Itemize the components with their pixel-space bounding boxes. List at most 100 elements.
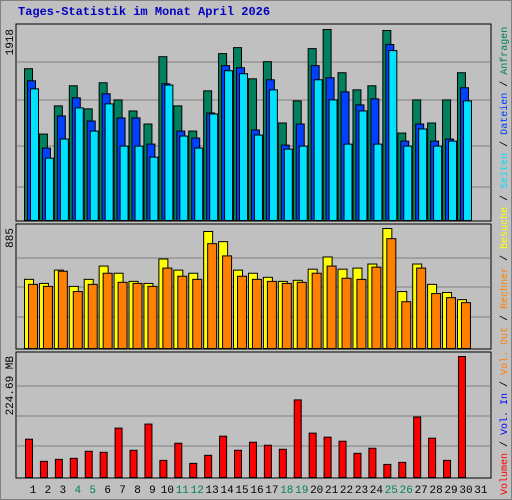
- legend-entry: Vol. Out: [499, 327, 511, 375]
- bar: [248, 441, 257, 479]
- bar: [147, 285, 158, 350]
- x-tick-label: 27: [415, 485, 428, 497]
- bar: [386, 238, 397, 349]
- bar: [179, 135, 189, 221]
- legend-entry: Anfragen: [499, 27, 511, 75]
- x-tick-label: 11: [176, 485, 190, 497]
- bar: [323, 436, 332, 479]
- legend-entry: Rechner: [499, 267, 511, 309]
- bar: [403, 145, 413, 221]
- legend-separator: /: [499, 435, 511, 453]
- bar: [119, 145, 129, 221]
- bar: [129, 449, 138, 478]
- bar: [428, 437, 437, 478]
- bar: [57, 270, 68, 349]
- bar: [42, 285, 53, 350]
- bar: [416, 267, 427, 350]
- bar: [251, 278, 262, 349]
- bar: [278, 448, 287, 478]
- x-tick-label: 25: [385, 485, 398, 497]
- bar: [293, 399, 302, 478]
- x-tick-label: 17: [265, 485, 278, 497]
- x-tick-label: 14: [220, 485, 234, 497]
- x-tick-label: 1: [30, 485, 37, 497]
- bar: [84, 450, 93, 478]
- bar: [328, 99, 338, 221]
- legend-separator: /: [499, 75, 511, 93]
- bar: [209, 113, 219, 221]
- bar: [373, 143, 383, 221]
- x-tick-label: 18: [280, 485, 293, 497]
- bar: [114, 427, 123, 478]
- bar: [222, 255, 233, 349]
- bar: [237, 275, 248, 350]
- x-tick-label: 7: [119, 485, 126, 497]
- bar: [25, 438, 33, 478]
- bar: [268, 89, 278, 221]
- legend-entry: Vol. In: [499, 393, 511, 435]
- y-tick-label: 1918: [5, 29, 17, 55]
- legend-separator: /: [499, 189, 511, 207]
- bar: [30, 88, 39, 221]
- legend-entry: Dateien: [499, 93, 511, 135]
- x-tick-label: 23: [355, 485, 368, 497]
- bar: [239, 73, 249, 221]
- x-tick-label: 22: [340, 485, 353, 497]
- x-tick-label: 24: [370, 485, 384, 497]
- bar: [164, 84, 174, 221]
- bar: [28, 283, 38, 349]
- x-tick-label: 21: [325, 485, 339, 497]
- x-tick-label: 8: [134, 485, 141, 497]
- legend-entry: Volumen: [499, 453, 511, 495]
- x-tick-label: 13: [206, 485, 219, 497]
- bar: [69, 457, 78, 479]
- bar: [174, 442, 183, 479]
- bar: [371, 266, 382, 350]
- bar: [54, 458, 63, 479]
- bar: [368, 447, 377, 479]
- x-tick-label: 12: [191, 485, 204, 497]
- bar: [132, 282, 143, 349]
- bar: [398, 461, 407, 478]
- bar: [192, 278, 203, 349]
- bar: [383, 463, 392, 479]
- bar: [443, 459, 452, 478]
- bar: [266, 280, 277, 349]
- bar: [353, 452, 362, 479]
- bar: [194, 147, 204, 221]
- chart-title: Tages-Statistik im Monat April 2026: [18, 5, 270, 19]
- legend-entry: Seiten: [499, 153, 511, 189]
- legend: Volumen / Vol. In / Vol. Out / Rechner /…: [499, 27, 511, 495]
- bar: [413, 416, 422, 478]
- bar: [89, 130, 99, 221]
- bar: [87, 283, 98, 349]
- bar: [117, 281, 128, 349]
- x-tick-label: 16: [250, 485, 263, 497]
- bar: [388, 50, 398, 222]
- bar: [281, 282, 292, 349]
- x-tick-label: 26: [400, 485, 413, 497]
- x-tick-label: 20: [310, 485, 323, 497]
- bar: [39, 460, 48, 479]
- bar: [311, 272, 322, 349]
- y-tick-label: 885: [5, 228, 17, 248]
- bar: [219, 435, 228, 478]
- bar: [224, 70, 234, 221]
- bar: [431, 293, 442, 349]
- y-tick-label: 224.69 MB: [5, 356, 17, 416]
- x-tick-label: 30: [459, 485, 472, 497]
- bar: [338, 440, 347, 478]
- bar: [104, 103, 114, 221]
- x-tick-label: 5: [89, 485, 96, 497]
- bar: [296, 281, 307, 349]
- x-tick-label: 10: [161, 485, 174, 497]
- bar: [343, 143, 353, 221]
- x-tick-label: 19: [295, 485, 308, 497]
- bar: [358, 110, 368, 221]
- bar: [313, 79, 323, 221]
- bar: [326, 265, 337, 350]
- x-tick-label: 29: [444, 485, 457, 497]
- bar: [149, 156, 159, 222]
- bar: [159, 459, 168, 478]
